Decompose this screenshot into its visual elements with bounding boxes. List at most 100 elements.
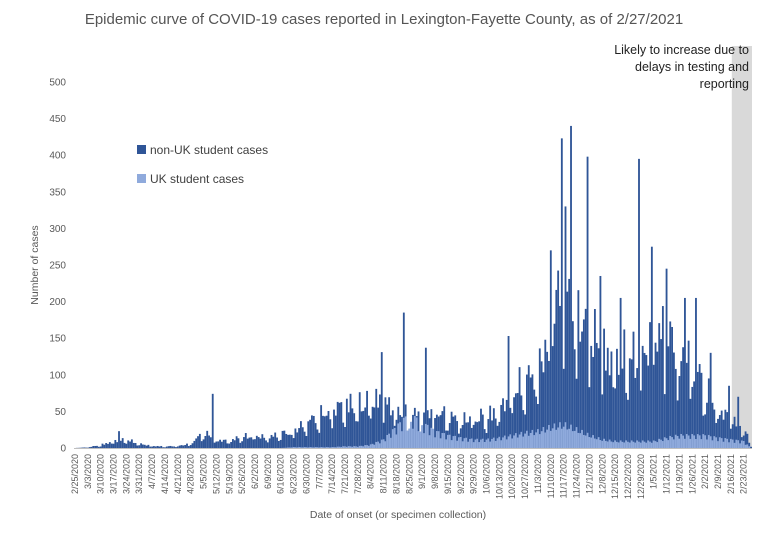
bar-non-uk-2/1/2021 bbox=[702, 415, 705, 448]
bar-non-uk-8/12/2020 bbox=[384, 397, 387, 448]
bar-non-uk-6/25/2020 bbox=[296, 432, 299, 448]
bar-non-uk-12/22/2020 bbox=[627, 399, 629, 448]
bar-uk-6/30/2020 bbox=[305, 447, 308, 448]
bar-non-uk-12/7/2020 bbox=[599, 275, 602, 448]
bar-uk-2/14/2021 bbox=[726, 438, 729, 448]
x-tick-label: 12/1/2020 bbox=[584, 454, 594, 494]
bar-uk-8/6/2020 bbox=[373, 444, 376, 448]
bar-non-uk-7/24/2020 bbox=[349, 393, 352, 448]
bar-uk-8/18/2020 bbox=[395, 434, 398, 448]
bar-non-uk-4/28/2020 bbox=[189, 445, 192, 448]
bar-non-uk-8/14/2020 bbox=[388, 397, 391, 448]
bar-uk-11/7/2020 bbox=[544, 432, 547, 448]
bar-uk-1/28/2021 bbox=[695, 439, 697, 448]
bar-non-uk-1/5/2021 bbox=[652, 364, 655, 448]
bar-uk-6/22/2020 bbox=[290, 447, 293, 448]
bar-non-uk-5/29/2020 bbox=[246, 438, 249, 448]
bar-non-uk-6/29/2020 bbox=[303, 431, 306, 448]
bar-non-uk-1/11/2021 bbox=[663, 394, 666, 448]
bar-uk-11/5/2020 bbox=[540, 431, 543, 448]
bar-non-uk-4/12/2020 bbox=[160, 445, 163, 448]
bar-uk-11/28/2020 bbox=[582, 434, 585, 448]
bar-uk-11/12/2020 bbox=[553, 423, 556, 448]
bar-non-uk-7/1/2020 bbox=[307, 421, 310, 448]
x-tick-label: 6/9/2020 bbox=[263, 454, 273, 489]
x-tick-label: 7/28/2020 bbox=[353, 454, 363, 494]
bar-uk-6/25/2020 bbox=[296, 447, 299, 448]
bar-uk-1/5/2021 bbox=[652, 440, 655, 448]
bar-non-uk-4/17/2020 bbox=[169, 445, 172, 448]
bar-uk-11/11/2020 bbox=[551, 428, 554, 448]
bar-non-uk-10/10/2020 bbox=[492, 408, 495, 448]
bar-uk-11/8/2020 bbox=[546, 429, 549, 448]
bar-non-uk-2/10/2021 bbox=[718, 415, 721, 448]
bar-non-uk-12/19/2020 bbox=[621, 368, 624, 448]
bar-uk-7/28/2020 bbox=[356, 446, 359, 448]
bar-non-uk-9/18/2020 bbox=[452, 416, 455, 448]
bar-uk-8/10/2020 bbox=[380, 439, 383, 448]
x-tick-label: 1/12/2021 bbox=[662, 454, 672, 494]
x-tick-label: 5/19/2020 bbox=[224, 454, 234, 494]
bar-non-uk-2/6/2021 bbox=[711, 402, 714, 448]
x-tick-label: 11/24/2020 bbox=[572, 454, 582, 498]
bar-uk-10/7/2020 bbox=[487, 438, 490, 448]
bar-non-uk-12/11/2020 bbox=[606, 347, 609, 448]
bar-uk-7/3/2020 bbox=[311, 447, 313, 448]
bar-uk-10/21/2020 bbox=[513, 435, 515, 448]
bar-uk-11/21/2020 bbox=[570, 424, 572, 448]
bar-non-uk-8/8/2020 bbox=[377, 407, 380, 448]
bar-uk-11/9/2020 bbox=[548, 424, 550, 448]
bar-uk-11/19/2020 bbox=[566, 429, 569, 448]
bar-non-uk-4/4/2020 bbox=[145, 445, 148, 448]
bar-non-uk-3/8/2020 bbox=[96, 445, 98, 448]
bar-non-uk-5/13/2020 bbox=[217, 441, 220, 448]
bar-uk-11/29/2020 bbox=[584, 435, 587, 448]
bar-uk-10/30/2020 bbox=[529, 432, 532, 448]
bar-uk-6/26/2020 bbox=[298, 447, 300, 448]
bar-non-uk-9/11/2020 bbox=[439, 415, 442, 448]
x-tick-label: 1/26/2021 bbox=[687, 454, 697, 494]
bar-non-uk-9/3/2020 bbox=[424, 347, 427, 448]
bar-non-uk-6/14/2020 bbox=[276, 437, 278, 448]
y-tick-label: 100 bbox=[49, 370, 66, 381]
bar-uk-7/6/2020 bbox=[316, 447, 319, 448]
bar-uk-12/26/2020 bbox=[634, 442, 637, 448]
bar-non-uk-3/22/2020 bbox=[121, 438, 124, 448]
bar-uk-12/10/2020 bbox=[605, 440, 607, 448]
bar-non-uk-6/19/2020 bbox=[285, 433, 288, 448]
x-tick-label: 8/25/2020 bbox=[404, 454, 414, 494]
bar-uk-2/4/2021 bbox=[707, 434, 710, 448]
bar-non-uk-1/2/2021 bbox=[647, 365, 650, 448]
bar-non-uk-11/28/2020 bbox=[582, 319, 585, 448]
bar-non-uk-11/9/2020 bbox=[548, 360, 550, 448]
bar-non-uk-5/25/2020 bbox=[239, 442, 242, 448]
bar-non-uk-10/22/2020 bbox=[514, 393, 517, 448]
bar-uk-12/30/2020 bbox=[641, 440, 644, 448]
bar-non-uk-5/24/2020 bbox=[237, 438, 240, 448]
bar-non-uk-2/8/2021 bbox=[715, 422, 718, 448]
bar-uk-1/25/2021 bbox=[689, 438, 692, 448]
bar-non-uk-1/26/2021 bbox=[691, 386, 694, 448]
bar-non-uk-3/17/2020 bbox=[112, 443, 115, 448]
bar-non-uk-10/19/2020 bbox=[509, 407, 512, 448]
bar-uk-11/25/2020 bbox=[577, 432, 580, 448]
bar-non-uk-4/3/2020 bbox=[143, 444, 146, 448]
bar-non-uk-2/21/2021 bbox=[739, 425, 741, 448]
bar-non-uk-1/10/2021 bbox=[661, 306, 664, 448]
bar-non-uk-7/14/2020 bbox=[331, 428, 334, 448]
bar-non-uk-3/12/2020 bbox=[103, 444, 106, 448]
bar-uk-9/19/2020 bbox=[454, 435, 457, 448]
bar-non-uk-11/29/2020 bbox=[584, 308, 587, 448]
bar-non-uk-12/10/2020 bbox=[605, 370, 607, 448]
bar-non-uk-7/6/2020 bbox=[316, 429, 319, 448]
bar-uk-10/24/2020 bbox=[518, 434, 521, 448]
bar-non-uk-8/9/2020 bbox=[379, 394, 381, 448]
bar-non-uk-7/31/2020 bbox=[362, 410, 365, 448]
bar-non-uk-11/25/2020 bbox=[577, 290, 580, 448]
bar-non-uk-7/30/2020 bbox=[360, 411, 363, 448]
bar-non-uk-12/16/2020 bbox=[616, 348, 618, 448]
bar-uk-9/4/2020 bbox=[426, 424, 429, 448]
bar-uk-10/27/2020 bbox=[524, 433, 526, 448]
bar-non-uk-10/21/2020 bbox=[513, 397, 515, 448]
bar-non-uk-10/1/2020 bbox=[476, 422, 479, 448]
